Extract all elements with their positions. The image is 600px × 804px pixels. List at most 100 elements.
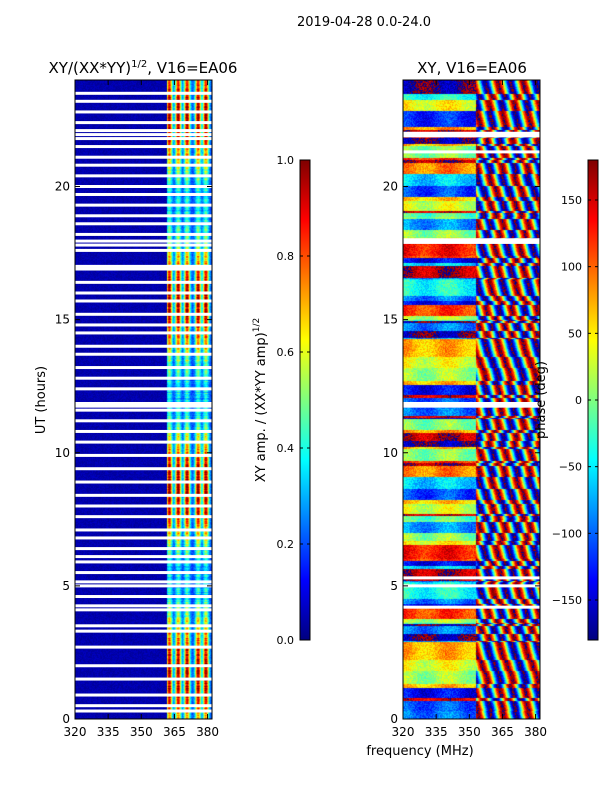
phase-xtick-label: 380 [524, 725, 547, 739]
amp-flagged-row [75, 515, 212, 519]
amp-flagged-row [75, 214, 212, 218]
amp-flagged-row [75, 280, 212, 284]
amp-flagged-row [75, 331, 212, 335]
amp-flagged-row [75, 440, 212, 444]
amp-flagged-row [75, 480, 212, 484]
amp-colorbar-tick-label: 0.2 [277, 538, 295, 551]
amp-flagged-row [75, 584, 212, 588]
amp-flagged-row [75, 192, 212, 196]
amp-xtick-label: 335 [97, 725, 120, 739]
phase-flagged-row [403, 605, 540, 609]
phase-xtick-label: 350 [458, 725, 481, 739]
phase-colorbar-ticks: −150 −100 −50 0 50 100 150 [552, 194, 598, 607]
phase-xtick-label: 335 [425, 725, 448, 739]
phase-colorbar-tick-label: −50 [559, 461, 582, 474]
phase-heatmap [403, 80, 540, 719]
amp-flagged-row [75, 704, 212, 708]
phase-axis-ticks: 320 335 350 365 380 0 5 10 15 20 [383, 80, 547, 739]
amp-flagged-row [75, 555, 212, 559]
amp-ytick-label: 20 [55, 180, 70, 194]
amp-flagged-row [75, 121, 212, 125]
amp-flagged-row [75, 677, 212, 681]
amp-flagged-row [75, 693, 212, 697]
phase-flagged-row [403, 584, 540, 588]
amp-flagged-row [75, 222, 212, 226]
amp-flagged-row [75, 155, 212, 159]
amp-flagged-row [75, 312, 212, 316]
amp-flagged-row [75, 291, 212, 295]
amp-ytick-label: 5 [62, 579, 70, 593]
amp-flagged-row [75, 608, 212, 612]
amp-xtick-label: 320 [64, 725, 87, 739]
phase-colorbar-tick-label: 150 [561, 194, 582, 207]
amp-flagged-row [75, 408, 212, 412]
phase-ytick-label: 15 [383, 313, 398, 327]
phase-xtick-label: 320 [392, 725, 415, 739]
amp-flagged-row [75, 133, 212, 137]
amp-flagged-row [75, 174, 212, 178]
phase-flagged-row [403, 134, 540, 138]
amp-flagged-row [75, 604, 212, 608]
phase-flagged-row [403, 238, 540, 242]
amp-colorbar-tick-label: 0.0 [277, 634, 295, 647]
amp-ytick-label: 10 [55, 446, 70, 460]
amp-colorbar-tick-label: 0.6 [277, 346, 295, 359]
shared-xlabel: frequency (MHz) [366, 744, 473, 759]
phase-colorbar-tick-label: 0 [575, 394, 582, 407]
phase-colorbar-label: phase (deg) [534, 361, 549, 439]
amp-flagged-row [75, 344, 212, 348]
amp-flagged-row [75, 145, 212, 149]
amp-flagged-row [75, 248, 212, 252]
phase-flagged-row [403, 131, 540, 135]
phase-flagged-row [403, 404, 540, 408]
amp-flagged-row [75, 624, 212, 628]
amp-colorbar-tick-label: 0.8 [277, 250, 295, 263]
phase-ytick-label: 5 [390, 579, 398, 593]
amp-colorbar-ticks: 0.0 0.2 0.4 0.6 0.8 1.0 [277, 154, 310, 647]
amp-xtick-label: 350 [130, 725, 153, 739]
amp-ytick-label: 0 [62, 712, 70, 726]
amp-colorbar-label-main: XY amp. / (XX*YY amp) [254, 332, 269, 482]
figure-suptitle: 2019-04-28 0.0-24.0 [297, 15, 431, 30]
amp-flagged-row [75, 429, 212, 433]
phase-axes-frame [402, 79, 541, 720]
amp-flagged-row [75, 404, 212, 408]
phase-colorbar-tick-label: −100 [552, 527, 582, 540]
amp-flagged-row [75, 110, 212, 114]
amp-flagged-row [75, 137, 212, 141]
amp-flagged-row [75, 323, 212, 327]
amp-flagged-row [75, 239, 212, 243]
amp-flagged-row [75, 267, 212, 271]
amp-flagged-row [75, 528, 212, 532]
amp-flagged-row [75, 243, 212, 247]
amp-colorbar [299, 159, 311, 641]
amp-flagged-row [75, 645, 212, 649]
phase-heatmap-raster [403, 80, 540, 719]
amp-flagged-row [75, 467, 212, 471]
phase-colorbar-tick-label: 100 [561, 261, 582, 274]
phase-colorbar-tick-label: 50 [568, 327, 582, 340]
phase-ytick-label: 0 [390, 712, 398, 726]
amp-flagged-row [75, 99, 212, 103]
amp-flagged-row [75, 595, 212, 599]
amp-flagged-row [75, 299, 212, 303]
phase-ytick-label: 20 [383, 180, 398, 194]
amp-ytick-label: 15 [55, 313, 70, 327]
amp-flagged-row [75, 232, 212, 236]
amp-flagged-row [75, 629, 212, 633]
phase-ytick-label: 10 [383, 446, 398, 460]
phase-flagged-row [403, 150, 540, 154]
amp-colorbar-label: XY amp. / (XX*YY amp)1/2 [252, 318, 269, 482]
amp-flagged-row [75, 264, 212, 268]
amp-panel-title-tail: , V16=EA06 [147, 59, 237, 77]
phase-flagged-row [403, 401, 540, 405]
amp-flagged-row [75, 664, 212, 668]
amp-flagged-row [75, 547, 212, 551]
amp-heatmap [75, 80, 212, 719]
amp-flagged-row [75, 376, 212, 380]
amp-flagged-row [75, 536, 212, 540]
amp-flagged-row [75, 352, 212, 356]
amp-flagged-row [75, 709, 212, 713]
amp-flagged-row [75, 419, 212, 423]
amp-colorbar-tick-label: 0.4 [277, 442, 295, 455]
